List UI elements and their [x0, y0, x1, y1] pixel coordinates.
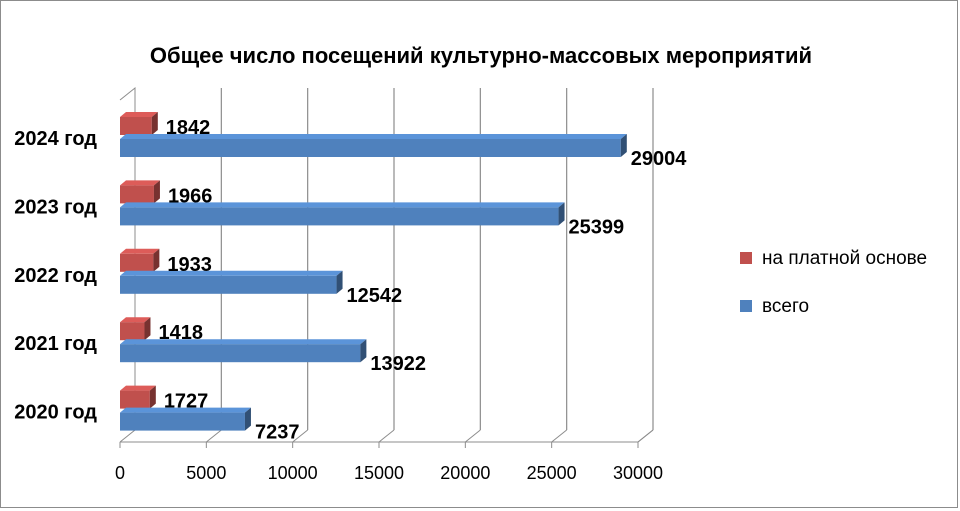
legend-swatch — [740, 300, 752, 312]
bar-paid-0-front — [120, 390, 150, 409]
x-tick-label: 30000 — [613, 463, 663, 483]
bar-total-4-front — [120, 139, 621, 157]
bar-paid-4-top — [120, 112, 158, 117]
bar-paid-3-top — [120, 180, 160, 186]
bar-paid-3 — [120, 180, 160, 204]
legend-label: на платной основе — [762, 248, 927, 269]
bar-total-0-front — [120, 412, 245, 431]
bar-paid-0-end — [149, 385, 156, 409]
bar-paid-1-front — [120, 322, 145, 341]
data-label-total: 29004 — [631, 148, 687, 170]
data-label-total: 25399 — [569, 216, 625, 238]
category-label: 2020 год — [14, 402, 97, 424]
gridline-floor — [378, 429, 395, 443]
bar-total-3 — [120, 202, 565, 226]
bar-total-1-top — [120, 339, 367, 345]
legend-swatch — [740, 252, 752, 264]
data-label-total: 13922 — [370, 353, 426, 375]
data-label-paid: 1966 — [168, 185, 213, 207]
bar-total-4-end — [620, 134, 627, 157]
bar-paid-4 — [120, 112, 158, 135]
category-label: 2022 год — [14, 265, 97, 287]
bar-layer — [120, 112, 627, 431]
x-tick-label: 5000 — [186, 463, 226, 483]
bar-paid-1-top — [120, 317, 151, 323]
gridline-floor — [551, 429, 567, 443]
category-label: 2021 год — [14, 333, 97, 355]
gridline-floor — [637, 429, 654, 443]
bar-total-2 — [120, 270, 343, 294]
gridline-floor — [292, 429, 308, 443]
data-label-total: 7237 — [255, 422, 300, 444]
gridline-floor — [465, 429, 481, 443]
bar-paid-4-front — [120, 117, 152, 135]
bar-total-1 — [120, 339, 367, 363]
bar-total-0-top — [120, 407, 251, 413]
bar-paid-2 — [120, 248, 160, 272]
data-label-paid: 1933 — [167, 254, 212, 276]
category-label: 2024 год — [14, 128, 97, 150]
chart-title: Общее число посещений культурно-массовых… — [150, 43, 812, 68]
bar-total-0-end — [244, 407, 251, 431]
bar-total-1-end — [360, 339, 367, 363]
x-tick-label: 0 — [115, 463, 125, 483]
category-label: 2023 год — [14, 196, 97, 218]
data-label-paid: 1418 — [158, 322, 203, 344]
bar-total-4 — [120, 134, 627, 157]
bar-total-1-front — [120, 344, 361, 363]
bar-paid-1 — [120, 317, 151, 341]
x-tick-label: 10000 — [268, 463, 318, 483]
bar-total-2-front — [120, 275, 337, 294]
x-tick-label: 25000 — [527, 463, 577, 483]
data-label-paid: 1727 — [164, 391, 209, 413]
bar-total-3-top — [120, 202, 565, 208]
bar-total-2-top — [120, 270, 343, 276]
bar-paid-3-front — [120, 185, 154, 204]
gridline-floor — [206, 429, 222, 443]
bar-total-2-end — [336, 270, 343, 294]
label-layer: 0 5000 10000 15000 20000 25000 30000 1727 7237 20… — [14, 117, 687, 483]
bar-paid-1-end — [144, 317, 151, 341]
bar-paid-3-end — [153, 180, 160, 204]
bar-total-0 — [120, 407, 251, 431]
bar-paid-4-end — [151, 112, 158, 135]
x-tick-label: 15000 — [354, 463, 404, 483]
bar-paid-0 — [120, 385, 156, 409]
bar-total-4-top — [120, 134, 627, 139]
bar-paid-2-end — [153, 248, 160, 272]
legend-label: всего — [762, 296, 809, 317]
bar-paid-2-top — [120, 248, 160, 254]
bar-paid-2-front — [120, 253, 154, 272]
bar-paid-0-top — [120, 385, 156, 391]
x-tick-label: 20000 — [440, 463, 490, 483]
data-label-total: 12542 — [347, 285, 403, 307]
data-label-paid: 1842 — [166, 117, 211, 139]
bar-total-3-front — [120, 207, 559, 226]
legend: на платной основе всего — [740, 248, 927, 317]
bar-total-3-end — [558, 202, 565, 226]
